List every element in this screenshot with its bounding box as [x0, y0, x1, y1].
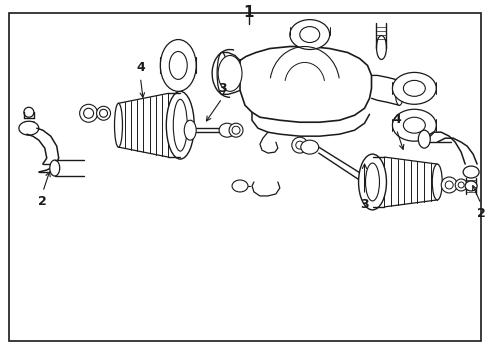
Ellipse shape — [217, 53, 227, 94]
Ellipse shape — [463, 166, 479, 178]
Circle shape — [445, 181, 453, 189]
Ellipse shape — [290, 20, 330, 50]
Text: 4: 4 — [392, 113, 401, 126]
Ellipse shape — [465, 181, 477, 191]
Ellipse shape — [232, 180, 248, 192]
Ellipse shape — [392, 109, 436, 141]
Circle shape — [458, 182, 464, 188]
Text: 3: 3 — [360, 198, 369, 211]
Ellipse shape — [432, 164, 442, 200]
Ellipse shape — [366, 163, 379, 201]
Circle shape — [232, 126, 240, 134]
Ellipse shape — [418, 130, 430, 148]
Circle shape — [84, 108, 94, 118]
Ellipse shape — [24, 107, 34, 117]
Ellipse shape — [376, 36, 387, 59]
Text: 3: 3 — [218, 82, 226, 95]
Circle shape — [296, 141, 304, 149]
Circle shape — [455, 179, 467, 191]
Ellipse shape — [392, 72, 436, 104]
Circle shape — [441, 177, 457, 193]
Ellipse shape — [219, 123, 235, 137]
Ellipse shape — [184, 120, 196, 140]
Ellipse shape — [395, 81, 403, 105]
Ellipse shape — [115, 103, 122, 147]
Ellipse shape — [300, 27, 319, 42]
Text: 2: 2 — [38, 195, 47, 208]
Ellipse shape — [403, 117, 425, 133]
Circle shape — [97, 106, 111, 120]
Ellipse shape — [403, 80, 425, 96]
Circle shape — [292, 137, 308, 153]
Ellipse shape — [301, 140, 318, 154]
Circle shape — [80, 104, 98, 122]
Ellipse shape — [50, 160, 60, 176]
Circle shape — [229, 123, 243, 137]
Ellipse shape — [173, 99, 187, 151]
Ellipse shape — [160, 40, 196, 91]
Text: 2: 2 — [477, 207, 486, 220]
Circle shape — [99, 109, 107, 117]
Ellipse shape — [169, 51, 187, 80]
Ellipse shape — [19, 121, 39, 135]
Ellipse shape — [359, 154, 387, 210]
Ellipse shape — [218, 55, 242, 91]
Ellipse shape — [166, 91, 194, 159]
Text: 1: 1 — [244, 5, 254, 20]
Text: 4: 4 — [136, 61, 145, 74]
